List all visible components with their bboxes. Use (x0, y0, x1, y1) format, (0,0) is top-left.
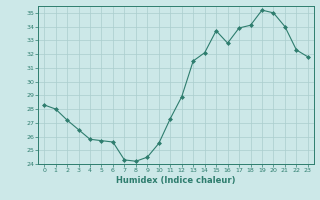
X-axis label: Humidex (Indice chaleur): Humidex (Indice chaleur) (116, 176, 236, 185)
